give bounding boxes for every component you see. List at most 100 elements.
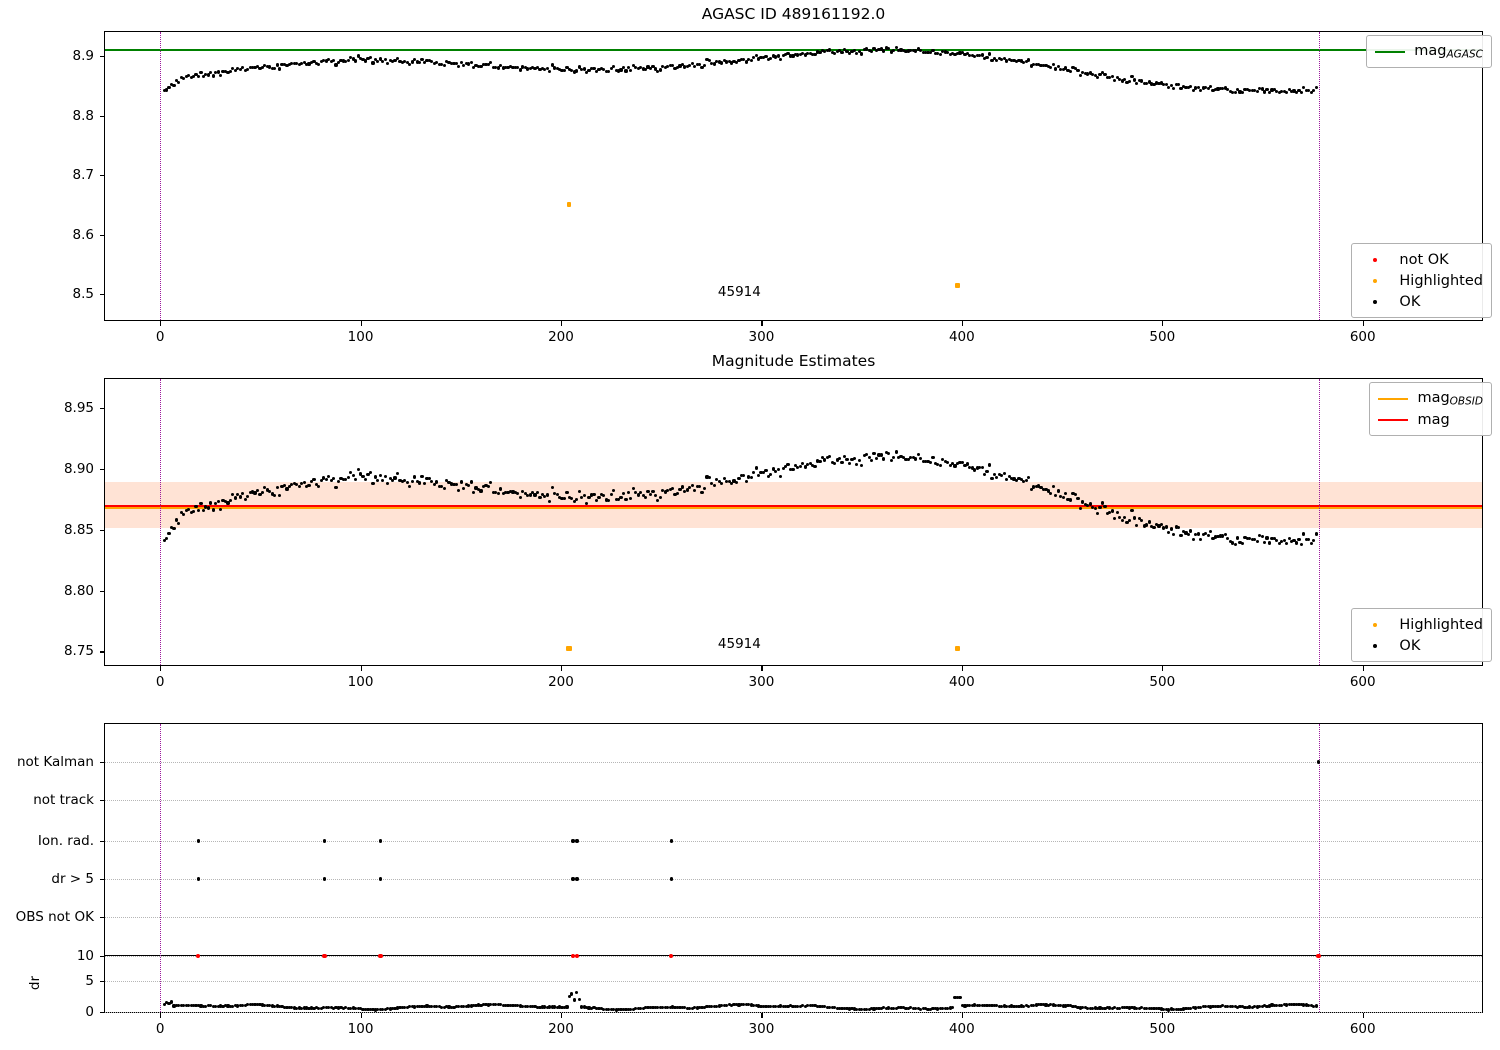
data-point-ok: [182, 76, 186, 80]
data-point-ok: [582, 67, 586, 71]
dr-data-point: [332, 1006, 336, 1010]
data-point-ok: [771, 54, 775, 58]
data-point-ok: [911, 455, 915, 460]
data-point-ok: [263, 486, 267, 490]
dr-data-point: [1186, 1007, 1191, 1011]
data-point-ok: [255, 489, 260, 493]
dr-data-point: [609, 1007, 613, 1012]
dr-data-point: [781, 1005, 785, 1009]
dr-data-point: [663, 1005, 667, 1009]
data-point-ok: [309, 60, 314, 64]
data-point-ok: [538, 495, 542, 500]
data-point-ok: [1248, 88, 1252, 92]
dr-data-point: [327, 1006, 331, 1010]
data-point-ok: [1213, 87, 1218, 91]
dr-data-point: [639, 1006, 643, 1011]
dr-data-point: [614, 1008, 618, 1012]
data-point-ok: [199, 71, 203, 75]
x-tick-label: 300: [748, 674, 775, 690]
data-point-ok: [855, 462, 859, 466]
data-point-ok: [965, 462, 969, 466]
dr-data-point: [1152, 1007, 1156, 1011]
data-point-ok: [575, 69, 579, 73]
data-point-ok: [636, 493, 640, 497]
data-point-ok: [958, 461, 962, 465]
data-point-ok: [430, 479, 434, 483]
dr-data-point: [1076, 1005, 1080, 1009]
dr-data-point: [1100, 1006, 1105, 1010]
data-point-ok: [503, 490, 508, 494]
legend-marker-status-middle: Highlighted OK: [1351, 608, 1492, 662]
dr-data-point: [1263, 1004, 1267, 1008]
data-point-ok: [553, 491, 557, 496]
data-point-ok: [1120, 79, 1124, 83]
dr-data-point: [300, 1007, 304, 1011]
data-point-ok: [779, 475, 783, 479]
flag-gridline: [105, 841, 1482, 842]
data-point-ok: [560, 68, 564, 72]
legend-dot-wrap: [1360, 299, 1390, 304]
dr-data-point: [548, 1005, 552, 1009]
dr-data-point: [1228, 1004, 1232, 1008]
data-point-ok: [990, 58, 994, 63]
data-point-ok: [1027, 58, 1031, 62]
dr-data-point: [1265, 1004, 1269, 1008]
dr-data-point: [403, 1005, 407, 1009]
data-point-ok: [715, 59, 719, 63]
data-point-ok: [1169, 527, 1173, 531]
dr-data-point: [535, 1005, 540, 1010]
data-point-ok: [250, 65, 255, 69]
flag-marker-dr-gt-5: [669, 877, 673, 881]
data-point-ok: [872, 451, 876, 455]
legend-label: magOBSID: [1417, 389, 1483, 408]
x-tickmark: [761, 666, 763, 671]
data-point-ok: [1194, 532, 1198, 536]
dr-data-point: [1091, 1006, 1095, 1010]
data-point-ok: [570, 497, 574, 501]
data-point-ok: [1260, 87, 1264, 91]
data-point-ok: [1098, 73, 1102, 77]
dr-data-point: [223, 1004, 228, 1008]
data-point-ok: [879, 453, 883, 457]
data-point-ok: [985, 469, 989, 473]
dr-data-point: [784, 1004, 788, 1009]
bottom-panel-axes: [104, 723, 1483, 1013]
data-point-ok: [624, 498, 628, 502]
dr-data-point: [361, 1008, 365, 1012]
data-point-ok: [1240, 91, 1245, 95]
dr-data-point: [924, 1006, 928, 1011]
dr-data-point: [1258, 1005, 1262, 1009]
legend-label: mag: [1417, 411, 1450, 428]
data-point-ok: [417, 61, 422, 65]
data-point-ok: [616, 69, 621, 73]
data-point-ok: [818, 459, 822, 463]
obsid-divider: [1318, 32, 1320, 320]
data-point-ok: [921, 50, 925, 54]
data-point-ok: [570, 68, 574, 73]
data-point-ok: [904, 49, 908, 53]
data-point-ok: [1095, 511, 1100, 515]
data-point-ok: [1059, 495, 1063, 499]
dr-data-point: [169, 1000, 174, 1004]
dr-data-point: [1201, 1004, 1205, 1009]
dr-data-point: [712, 1005, 716, 1009]
data-point-ok: [540, 66, 544, 71]
data-point-ok: [371, 61, 375, 65]
dr-data-point: [720, 1004, 724, 1008]
dr-data-point: [1041, 1003, 1046, 1007]
data-point-ok: [1287, 88, 1291, 92]
data-point-ok: [1127, 519, 1132, 523]
x-tick-label: 600: [1349, 329, 1376, 345]
data-point-ok: [850, 49, 854, 53]
dr-data-point: [919, 1007, 923, 1011]
y-tickmark: [99, 115, 104, 117]
dr-data-point: [1098, 1006, 1102, 1010]
data-point-ok: [1248, 537, 1252, 541]
dr-data-point: [1137, 1006, 1141, 1010]
dr-data-point: [376, 1007, 380, 1011]
data-point-ok: [241, 66, 245, 70]
data-point-ok: [769, 57, 773, 61]
data-point-ok: [211, 74, 215, 78]
data-point-ok: [528, 493, 532, 497]
dr-data-point: [201, 1004, 206, 1008]
